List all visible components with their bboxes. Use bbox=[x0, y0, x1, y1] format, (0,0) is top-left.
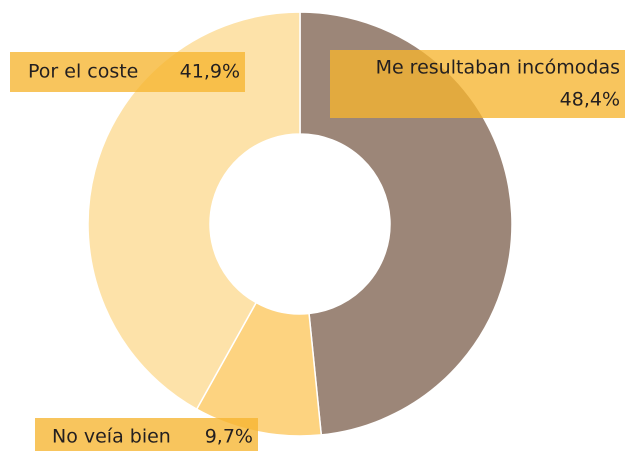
label-box bbox=[35, 418, 258, 451]
value-label: 48,4% bbox=[560, 89, 620, 111]
category-label: Me resultaban incómodas bbox=[376, 57, 620, 79]
donut-slice bbox=[87, 11, 301, 411]
label-box bbox=[10, 52, 245, 92]
label-box bbox=[330, 50, 625, 118]
category-label: Por el coste bbox=[28, 61, 138, 83]
value-label: 41,9% bbox=[180, 61, 240, 83]
category-label: No veía bien bbox=[52, 426, 171, 448]
value-label: 9,7% bbox=[205, 426, 253, 448]
